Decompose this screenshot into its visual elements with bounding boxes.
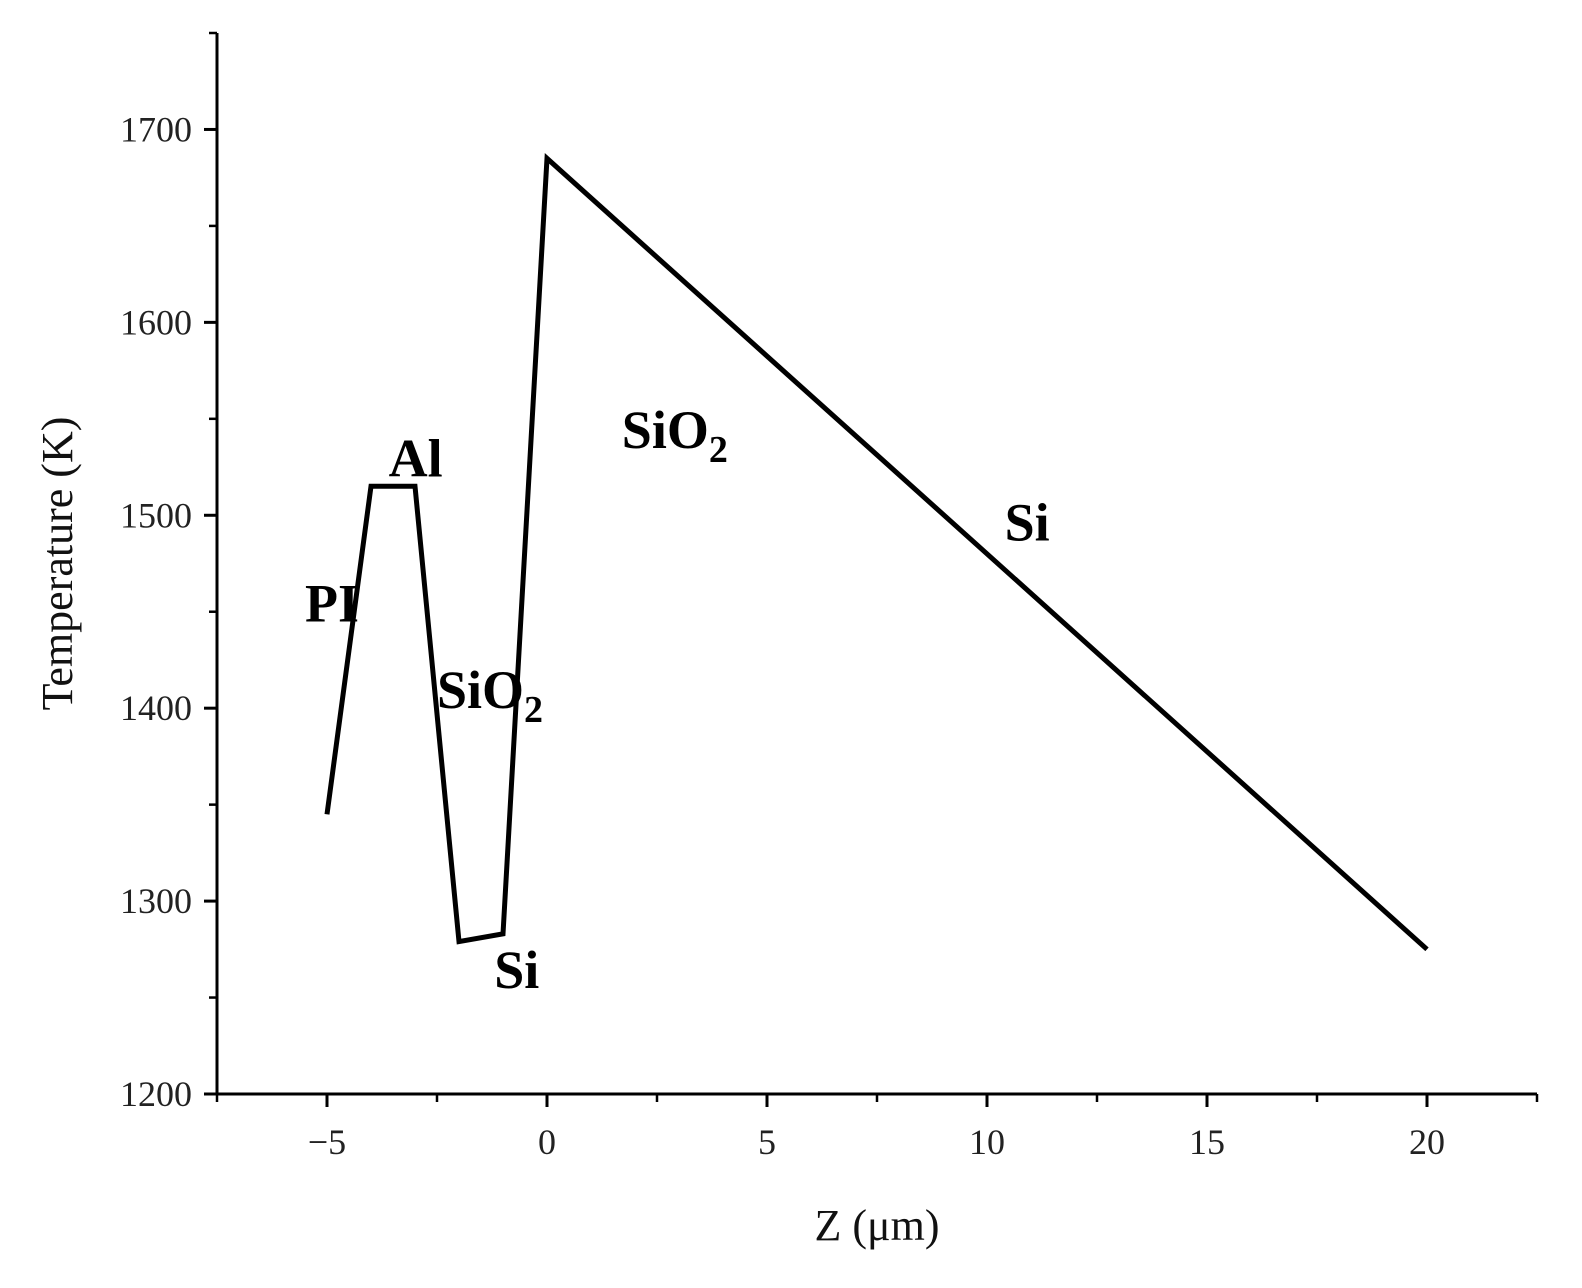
x-tick-label: 5 bbox=[758, 1122, 776, 1162]
y-tick-label: 1600 bbox=[120, 302, 192, 342]
layer-label: Al bbox=[389, 429, 443, 489]
layer-label: SiO2 bbox=[437, 660, 543, 731]
layer-label: PI bbox=[305, 573, 359, 633]
axes: −5 0 5 10 15 20 1200 1300 1400 1500 1600 1700 bbox=[120, 31, 1539, 1162]
y-tick-label: 1300 bbox=[120, 881, 192, 921]
y-axis-title: Temperature (K) bbox=[33, 417, 82, 711]
layer-label: SiO2 bbox=[622, 400, 728, 471]
x-tick-label: −5 bbox=[308, 1122, 346, 1162]
x-tick-label: 0 bbox=[538, 1122, 556, 1162]
x-axis-title: Z (μm) bbox=[815, 1201, 940, 1250]
layer-label: Si bbox=[494, 940, 539, 1000]
series-group bbox=[324, 153, 1429, 952]
y-tick-label: 1500 bbox=[120, 495, 192, 535]
x-tick-label: 15 bbox=[1189, 1122, 1225, 1162]
layer-label: Si bbox=[1005, 492, 1050, 552]
x-tick-label: 20 bbox=[1409, 1122, 1445, 1162]
y-tick-label: 1200 bbox=[120, 1074, 192, 1114]
annotations-group: PI Al SiO2 Si SiO2 Si bbox=[305, 400, 1050, 1000]
x-tick-label: 10 bbox=[969, 1122, 1005, 1162]
series-line bbox=[324, 153, 1429, 952]
y-tick-label: 1400 bbox=[120, 688, 192, 728]
y-tick-label: 1700 bbox=[120, 109, 192, 149]
